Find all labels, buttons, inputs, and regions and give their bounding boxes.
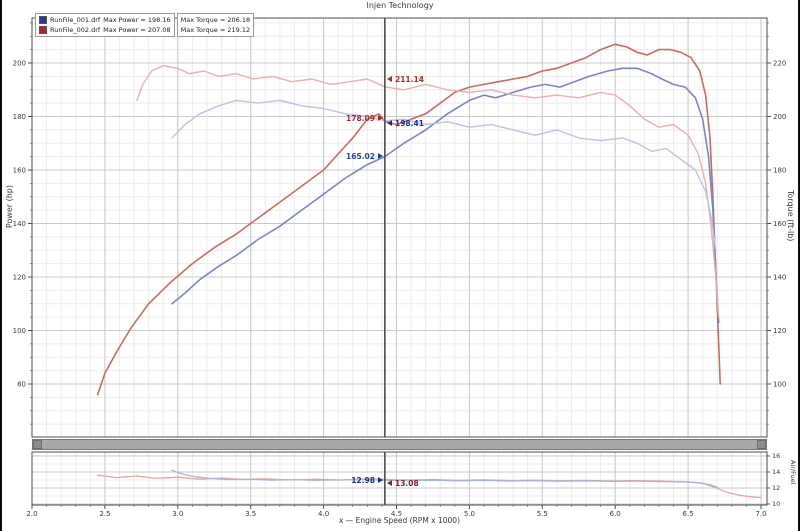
callout-marker-icon [378, 115, 383, 121]
scroll-right-button[interactable] [757, 440, 766, 449]
callout-marker-icon [387, 76, 392, 82]
callout-marker-icon [378, 153, 383, 159]
rpm-tick-label: 2.5 [99, 510, 110, 518]
afr-axis-title: Air/Fuel [789, 460, 797, 485]
legend-max-power: Max Power = 198.16 [103, 16, 171, 24]
curve-power_blue [171, 67, 720, 324]
rpm-tick-label: 4.0 [318, 510, 329, 518]
cursor-callout: 13.08 [395, 479, 419, 488]
curve-power_red [96, 43, 722, 396]
blue-run-swatch-icon [39, 16, 47, 24]
rpm-tick-label: 4.5 [391, 510, 402, 518]
power-tick-label: 180 [13, 113, 26, 121]
rpm-tick-label: 3.5 [245, 510, 256, 518]
strip-plot-border [31, 451, 768, 506]
afr-tick-label: 10 [772, 500, 780, 508]
legend-run-name: RunFile_001.drf [50, 16, 101, 24]
rpm-tick-label: 6.5 [683, 510, 694, 518]
legend-max-torque: Max Torque = 219.12 [180, 26, 251, 34]
rpm-tick-label: 3.0 [172, 510, 183, 518]
power-axis-title: Power (hp) [5, 185, 14, 229]
rpm-tick-label: 5.0 [464, 510, 475, 518]
cursor-callout: 165.02 [346, 152, 375, 161]
power-tick-label: 200 [13, 60, 26, 68]
cursor-callout: 211.14 [395, 75, 424, 84]
main-plot-border [31, 17, 768, 438]
chart-title: Injen Technology [366, 1, 434, 10]
callout-marker-icon [378, 477, 383, 483]
power-tick-label: 100 [13, 327, 26, 335]
rpm-tick-label: 2.0 [26, 510, 37, 518]
legend-runs-box: RunFile_001.drf Max Power = 198.16 RunFi… [35, 13, 175, 37]
callout-marker-icon [387, 480, 392, 486]
torque-tick-label: 140 [773, 274, 786, 282]
cursor-callout: 178.09 [346, 114, 375, 123]
legend-row-blue: RunFile_001.drf Max Power = 198.16 [39, 15, 171, 25]
afr-tick-label: 14 [772, 468, 780, 476]
legend-torque-box: Max Torque = 206.18 Max Torque = 219.12 [176, 13, 255, 37]
callout-marker-icon [387, 120, 392, 126]
legend-row-red-torque: Max Torque = 219.12 [181, 25, 250, 35]
afr-tick-label: 12 [772, 484, 780, 492]
power-tick-label: 80 [17, 381, 26, 389]
rpm-tick-label: 6.0 [610, 510, 621, 518]
legend-row-blue-torque: Max Torque = 206.18 [181, 15, 250, 25]
legend-max-torque: Max Torque = 206.18 [180, 16, 251, 24]
torque-tick-label: 160 [773, 220, 786, 228]
legend-row-red: RunFile_002.drf Max Power = 207.08 [39, 25, 171, 35]
curve-afr_blue [171, 469, 718, 488]
scroll-left-button[interactable] [33, 440, 42, 449]
curve-torque_red [136, 64, 720, 318]
torque-axis-title: Torque (ft-lb) [786, 190, 795, 242]
afr-tick-label: 16 [772, 452, 780, 460]
cursor-callout: 198.41 [395, 119, 424, 128]
rpm-axis-title: x — Engine Speed (RPM x 1000) [338, 516, 461, 525]
torque-tick-label: 100 [773, 381, 786, 389]
power-tick-label: 160 [13, 167, 26, 175]
rpm-tick-label: 5.5 [537, 510, 548, 518]
curve-torque_blue [171, 99, 717, 252]
red-run-swatch-icon [39, 26, 47, 34]
power-tick-label: 120 [13, 274, 26, 282]
legend: RunFile_001.drf Max Power = 198.16 RunFi… [35, 13, 255, 37]
torque-tick-label: 220 [773, 60, 786, 68]
legend-run-name: RunFile_002.drf [50, 26, 101, 34]
torque-tick-label: 120 [773, 327, 786, 335]
rpm-tick-label: 7.0 [755, 510, 766, 518]
legend-max-power: Max Power = 207.08 [103, 26, 171, 34]
pan-scrollbar[interactable] [32, 439, 767, 450]
torque-tick-label: 200 [773, 113, 786, 121]
cursor-callout: 12.98 [351, 476, 375, 485]
power-tick-label: 140 [13, 220, 26, 228]
torque-tick-label: 180 [773, 167, 786, 175]
